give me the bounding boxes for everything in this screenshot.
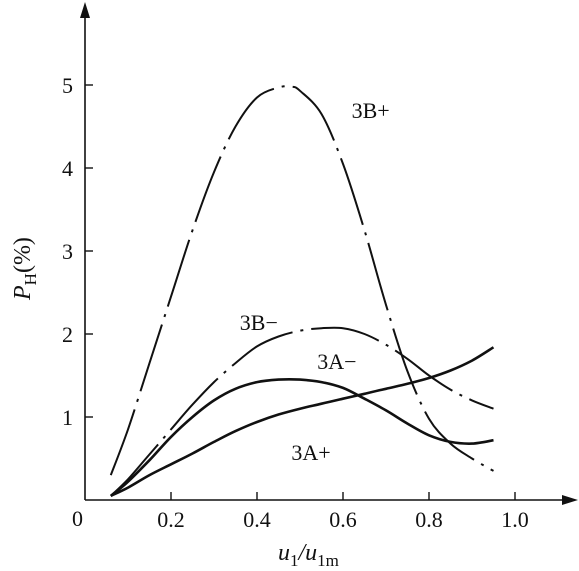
y-tick-label: 2 xyxy=(62,322,73,347)
x-axis-arrow xyxy=(562,495,578,505)
series-label: 3A− xyxy=(317,349,356,374)
series-label: 3A+ xyxy=(291,440,330,465)
x-tick-label: 0.2 xyxy=(157,507,185,532)
y-tick-label: 1 xyxy=(62,405,73,430)
y-axis-arrow xyxy=(80,2,90,18)
x-axis-title-sub1: 1 xyxy=(290,551,299,570)
x-axis-title-u: u xyxy=(278,540,290,566)
x-axis-title-slash: / xyxy=(297,540,308,566)
series-line-3b-minus xyxy=(110,326,494,497)
y-axis-title: PH(%) xyxy=(10,237,40,301)
series-layer xyxy=(109,85,495,498)
y-axis-title-sub: H xyxy=(21,273,40,285)
series-label: 3B+ xyxy=(352,98,390,123)
axes xyxy=(80,2,578,505)
ticks: 0.2 0.4 0.6 0.8 1.0 1 2 3 4 5 xyxy=(62,73,529,532)
y-tick-label: 4 xyxy=(62,156,73,181)
x-axis-title-sub2: 1m xyxy=(317,551,339,570)
series-line-3a-minus xyxy=(109,378,494,497)
series-line-3a-plus xyxy=(110,346,495,498)
x-axis-title: u1/u1m xyxy=(278,540,339,570)
series-label: 3B− xyxy=(240,310,278,335)
x-tick-label: 0.4 xyxy=(243,507,271,532)
series-line-3b-plus xyxy=(109,85,494,476)
x-tick-label: 0.6 xyxy=(329,507,357,532)
x-tick-label: 1.0 xyxy=(501,507,529,532)
labels-layer: 3B+ 3B− 3A− 3A+ xyxy=(240,98,390,465)
y-tick-label: 3 xyxy=(62,239,73,264)
origin-label: 0 xyxy=(72,506,83,531)
x-axis-title-u2: u xyxy=(305,540,317,566)
y-axis-title-p: P xyxy=(10,285,36,301)
x-tick-label: 0.8 xyxy=(415,507,443,532)
y-axis-title-unit: (%) xyxy=(10,237,36,273)
y-tick-label: 5 xyxy=(62,73,73,98)
